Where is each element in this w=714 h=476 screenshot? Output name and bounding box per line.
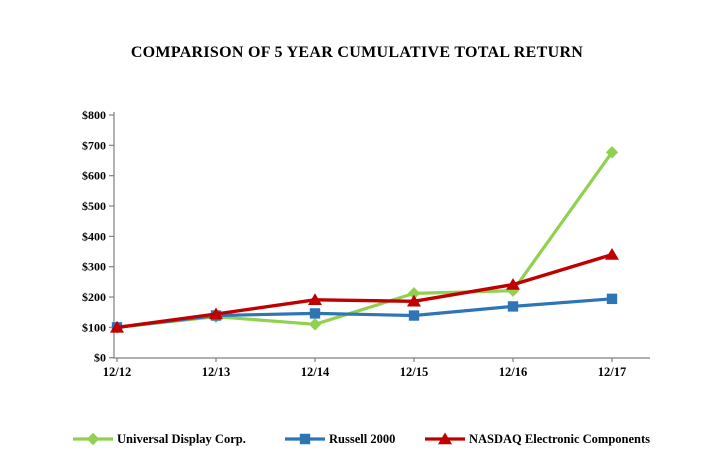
- y-axis-label: $400: [82, 229, 106, 243]
- square-marker: [309, 308, 321, 319]
- chart-title: COMPARISON OF 5 YEAR CUMULATIVE TOTAL RE…: [130, 44, 584, 61]
- legend-item: Russell 2000: [284, 431, 395, 447]
- square-marker: [408, 310, 420, 321]
- legend-label: NASDAQ Electronic Components: [469, 431, 651, 446]
- y-axis-label: $600: [82, 169, 106, 183]
- x-axis-label: 12/15: [400, 365, 428, 379]
- legend-label: Russell 2000: [329, 431, 396, 446]
- y-axis-label: $800: [82, 108, 106, 122]
- series-line: [115, 252, 614, 330]
- x-axis-label: 12/16: [499, 365, 527, 379]
- legend-key-diamond-icon: [73, 432, 113, 446]
- triangle-marker: [407, 294, 421, 307]
- triangle-marker: [605, 248, 619, 260]
- triangle-marker: [308, 293, 322, 305]
- y-axis-label: $500: [82, 199, 106, 213]
- diamond-marker: [308, 318, 322, 331]
- square-marker: [507, 301, 519, 312]
- y-axis-label: $700: [82, 138, 106, 152]
- x-axis-label: 12/17: [598, 365, 626, 379]
- legend-label: Universal Display Corp.: [117, 431, 246, 446]
- square-marker: [606, 293, 618, 305]
- axis-lines: [113, 112, 650, 359]
- legend-item: NASDAQ Electronic Components: [424, 431, 650, 447]
- y-axis-label: $300: [82, 260, 106, 274]
- x-axis-label: 12/13: [202, 365, 230, 379]
- legend-key-triangle-icon: [425, 432, 465, 445]
- triangle-marker: [110, 320, 124, 333]
- y-axis-label: $200: [82, 290, 106, 304]
- series-line: [115, 297, 614, 329]
- y-axis-label: $100: [82, 320, 106, 334]
- x-axis-label: 12/12: [103, 365, 131, 379]
- y-axis-label: $0: [94, 351, 106, 365]
- diamond-marker: [407, 287, 421, 300]
- triangle-marker: [506, 278, 520, 290]
- legend-key-square-icon: [285, 433, 325, 445]
- legend-item: Universal Display Corp.: [72, 431, 246, 447]
- diamond-marker: [605, 146, 619, 159]
- x-axis-label: 12/14: [301, 365, 330, 379]
- triangle-marker: [209, 307, 223, 320]
